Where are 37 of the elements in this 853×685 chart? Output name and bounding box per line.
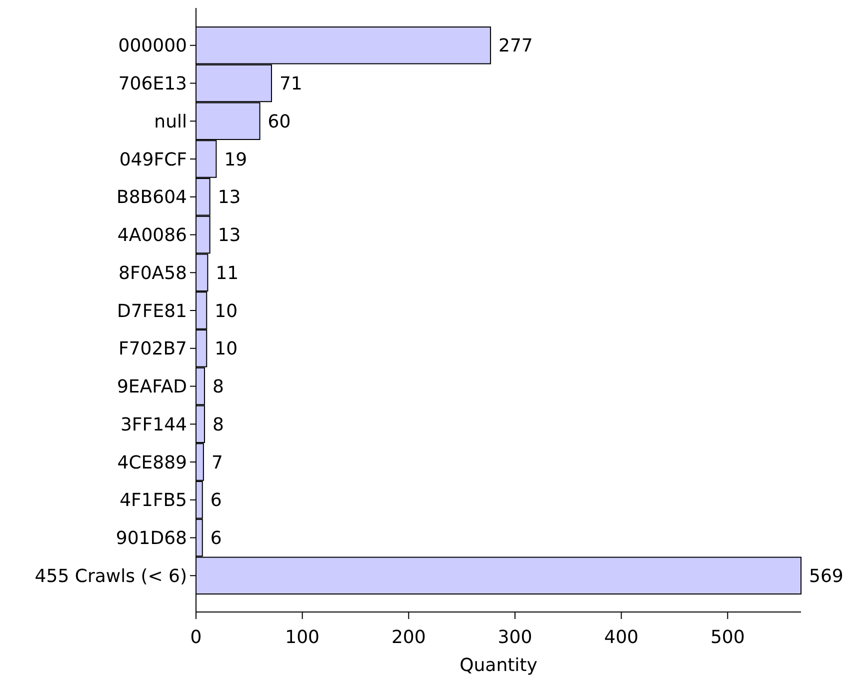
y-tick-label: 455 Crawls (< 6) xyxy=(34,566,187,587)
y-tick-label: 4CE889 xyxy=(117,452,187,474)
data-label: 6 xyxy=(210,528,222,550)
data-label: 6 xyxy=(210,490,222,512)
data-label: 13 xyxy=(218,187,241,208)
x-tick-label: 300 xyxy=(498,627,532,648)
y-tick-label: null xyxy=(154,111,187,132)
y-tick-label: 8F0A58 xyxy=(118,262,187,284)
x-tick-label: 500 xyxy=(710,627,745,648)
x-tick-label: 200 xyxy=(391,627,426,648)
y-tick-label: 000000 xyxy=(118,36,187,57)
y-tick-label: B8B604 xyxy=(116,187,187,208)
y-tick-label: 3FF144 xyxy=(120,414,187,436)
data-label: 13 xyxy=(218,225,241,246)
data-label: 569 xyxy=(809,566,844,587)
y-tick-label: 901D68 xyxy=(116,528,187,550)
y-tick-label: 049FCF xyxy=(119,149,187,170)
data-label: 277 xyxy=(498,36,533,57)
data-label: 11 xyxy=(216,262,239,284)
x-tick-label: 100 xyxy=(285,627,320,648)
data-label: 71 xyxy=(279,74,302,95)
x-tick-label: 0 xyxy=(190,627,202,648)
data-label: 8 xyxy=(212,376,224,398)
x-tick-label: 400 xyxy=(604,627,638,648)
data-label: 60 xyxy=(268,111,291,132)
data-label: 19 xyxy=(224,149,248,170)
y-tick-label: 9EAFAD xyxy=(116,376,187,398)
y-tick-label: F702B7 xyxy=(118,338,187,360)
data-label: 7 xyxy=(211,452,223,474)
data-label: 8 xyxy=(212,414,224,436)
y-tick-label: D7FE81 xyxy=(117,300,187,322)
y-tick-label: 4F1FB5 xyxy=(120,490,187,512)
y-tick-label: 706E13 xyxy=(118,74,187,95)
data-label: 10 xyxy=(214,338,238,360)
data-label: 10 xyxy=(214,300,238,322)
x-axis-title: Quantity xyxy=(460,655,538,676)
y-tick-label: 4A0086 xyxy=(117,225,187,246)
